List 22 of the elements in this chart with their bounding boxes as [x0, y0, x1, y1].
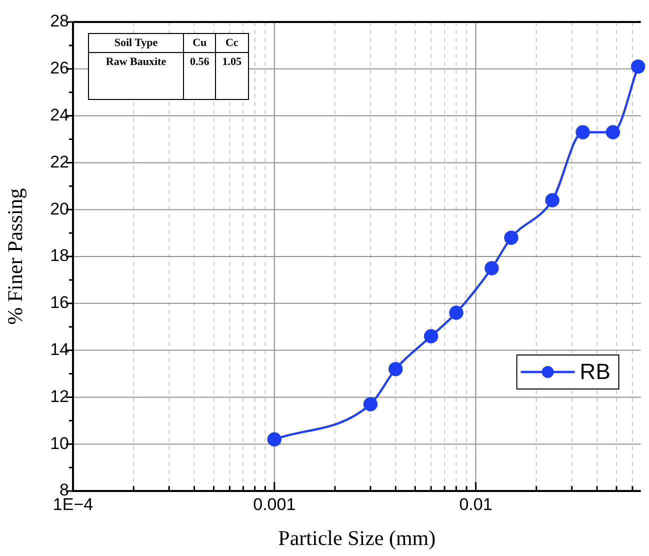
x-axis-title: Particle Size (mm)	[278, 526, 436, 550]
annotation: 1.05	[216, 52, 248, 100]
y-axis-title: % Finer Passing	[3, 188, 28, 325]
y-tick-label: 12	[50, 386, 69, 406]
legend-label: RB	[580, 359, 610, 384]
annotation: Cu	[184, 34, 216, 52]
annotation: 0.56	[184, 52, 216, 100]
y-tick-label: 28	[50, 12, 69, 31]
annotation: Raw Bauxite	[88, 52, 184, 100]
y-tick-label: 16	[50, 293, 69, 312]
annotation: Cc	[216, 34, 248, 52]
x-tick-label: 0.01	[459, 494, 492, 514]
y-tick-label: 26	[50, 58, 69, 78]
y-tick-label: 18	[50, 246, 69, 266]
x-tick-label: 1E−4	[52, 494, 94, 514]
y-tick-label: 10	[50, 434, 69, 453]
y-tick-label: 24	[50, 105, 69, 124]
y-tick-label: 20	[50, 199, 69, 218]
y-tick-label: 14	[50, 340, 69, 359]
x-tick-label: 0.001	[253, 494, 296, 514]
annotation: Soil Type	[88, 34, 184, 52]
y-tick-label: 22	[50, 152, 69, 172]
